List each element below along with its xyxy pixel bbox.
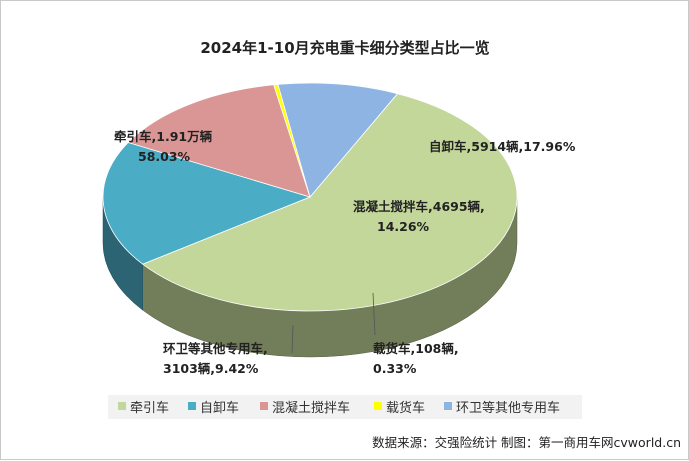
legend-label-mixer-truck: 混凝土搅拌车	[272, 400, 350, 416]
legend-swatch-special-vehicle	[444, 402, 452, 410]
pie-slice-dump-truck	[102, 142, 312, 265]
legend: 牵引车 自卸车 混凝土搅拌车 载货车 环卫等其他专用车	[108, 395, 582, 419]
legend-label-special-vehicle: 环卫等其他专用车	[456, 400, 560, 416]
legend-label-dump-truck: 自卸车	[200, 400, 239, 416]
source-note: 数据来源：交强险统计 制图：第一商用车网cvworld.cn	[372, 435, 681, 450]
pie-slice-special-vehicle	[277, 82, 399, 198]
data-label-mixer-truck-line2: 14.26%	[377, 219, 430, 234]
data-label-dump-truck: 自卸车,5914辆,17.96%	[429, 139, 576, 154]
pie-slice-tractor	[141, 93, 518, 312]
leader-lines	[291, 292, 376, 354]
data-label-cargo-truck-line2: 0.33%	[373, 361, 417, 376]
pie-slices	[102, 82, 518, 312]
leader-line-special-vehicle	[291, 324, 294, 354]
legend-label-tractor: 牵引车	[130, 400, 169, 416]
data-label-mixer-truck: 混凝土搅拌车,4695辆,	[353, 199, 485, 214]
leader-line-cargo-truck	[372, 292, 376, 336]
legend-background	[108, 395, 582, 419]
data-label-special-vehicle-line2: 3103辆,9.42%	[163, 361, 259, 376]
data-label-cargo-truck: 载货车,108辆,	[373, 341, 459, 356]
legend-swatch-tractor	[118, 402, 126, 410]
legend-swatch-cargo-truck	[374, 402, 382, 410]
data-label-tractor: 牵引车,1.91万辆	[114, 129, 213, 144]
legend-swatch-mixer-truck	[260, 402, 268, 410]
legend-label-cargo-truck: 载货车	[386, 400, 425, 416]
pie-slice-mixer-truck	[127, 84, 311, 198]
data-label-tractor-line2: 58.03%	[138, 149, 191, 164]
legend-swatch-dump-truck	[188, 402, 196, 410]
chart-title: 2024年1-10月充电重卡细分类型占比一览	[200, 39, 489, 57]
data-labels: 牵引车,1.91万辆 58.03% 自卸车,5914辆,17.96% 混凝土搅拌车,4…	[114, 129, 576, 376]
data-label-special-vehicle: 环卫等其他专用车,	[163, 341, 268, 356]
